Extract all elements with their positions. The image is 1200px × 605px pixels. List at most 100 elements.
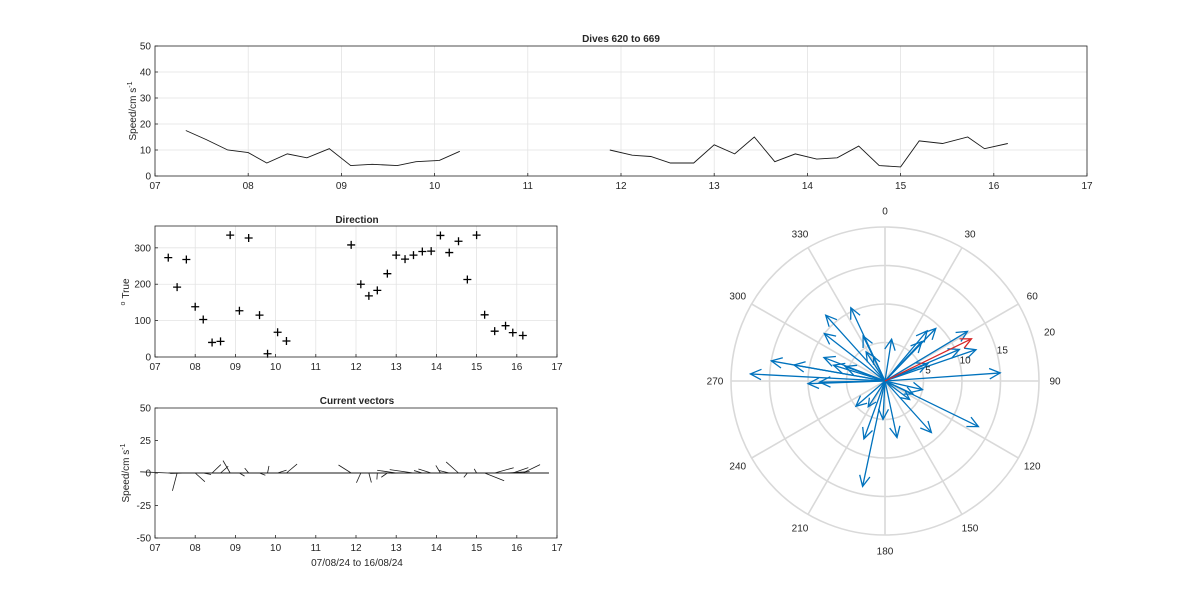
direction-point-marker [164, 253, 173, 262]
current-vector-stick [381, 472, 388, 478]
speed-chart-ylabel-sup: -1 [127, 81, 134, 87]
current-vector-stick [484, 472, 505, 482]
direction-point-marker [244, 234, 253, 243]
compass-range-label: 10 [960, 356, 972, 367]
direction-chart-markers [164, 231, 527, 358]
x-tick-label: 09 [336, 181, 348, 192]
x-tick-label: 08 [190, 543, 202, 554]
current-vector-stick [267, 465, 270, 474]
compass-vector-shaft [882, 380, 886, 420]
current-vector-stick [194, 472, 206, 482]
compass-vector-head [862, 426, 873, 441]
y-tick-label: -50 [137, 534, 152, 545]
x-tick-label: 16 [511, 362, 523, 373]
direction-point-marker [373, 286, 382, 295]
x-tick-label: 13 [709, 181, 721, 192]
current-vector-stick [239, 472, 245, 477]
y-tick-label: -25 [137, 501, 152, 512]
direction-point-marker [263, 349, 272, 358]
x-tick-label: 10 [270, 543, 282, 554]
y-tick-label: 20 [140, 120, 152, 131]
y-tick-label: 30 [140, 94, 152, 105]
direction-point-marker [182, 255, 191, 264]
compass-angle-label: 0 [882, 207, 888, 218]
compass-vector-head [924, 327, 937, 341]
direction-point-marker [463, 275, 472, 284]
x-tick-label: 15 [471, 362, 483, 373]
compass-vector-shaft [861, 380, 886, 487]
direction-chart-ylabel: o True [120, 278, 132, 306]
direction-point-marker [490, 327, 499, 336]
compass-vector-head [966, 416, 980, 428]
compass-angle-label: 60 [1027, 292, 1039, 303]
current-vector-stick [286, 463, 298, 474]
x-tick-label: 12 [350, 362, 362, 373]
current-vector-stick [277, 469, 287, 474]
compass-vector-head [850, 306, 861, 320]
current-vector-stick [438, 469, 450, 474]
compass-angle-label: 270 [707, 377, 724, 388]
compass-vector-head [862, 334, 873, 348]
direction-chart-title: Direction [335, 215, 378, 226]
compass-mean-vector-head [959, 338, 973, 349]
direction-point-marker [427, 247, 436, 256]
speed-chart-series [185, 130, 1008, 168]
direction-scatter-chart: Direction 07 08 09 10 11 12 13 14 15 16 17 0 100 200 3… [120, 215, 563, 373]
direction-point-marker [356, 280, 365, 289]
direction-point-marker [501, 321, 510, 330]
current-vector-stick [445, 461, 459, 474]
direction-point-marker [226, 231, 235, 240]
compass-angle-label: 30 [964, 229, 976, 240]
compass-vector-head [822, 355, 836, 367]
compass-vector-head [823, 332, 837, 345]
x-tick-label: 11 [311, 543, 322, 554]
current-vector-stick [522, 464, 541, 474]
compass-vector-head [955, 330, 969, 342]
compass-vector-head [988, 367, 1002, 380]
current-vector-stick [413, 470, 423, 474]
current-vectors-chart: Current vectors 07 08 09 10 11 12 13 14 15 16 17 -5… [120, 396, 563, 569]
x-tick-label: 11 [523, 181, 534, 192]
compass-vector-head [806, 377, 820, 390]
direction-point-marker [518, 331, 527, 340]
y-tick-label: 0 [145, 172, 151, 183]
direction-point-marker [383, 269, 392, 278]
vectors-chart-ylabel-sup: -1 [120, 443, 127, 449]
y-tick-label: 10 [140, 146, 152, 157]
speed-timeseries-chart: Dives 620 to 669 07 08 09 10 11 12 13 14 15 16 170… [127, 34, 1093, 192]
vectors-chart-ylabel-text: Speed/cm s [121, 450, 132, 503]
y-tick-label: 0 [145, 469, 151, 480]
x-tick-label: 15 [471, 543, 483, 554]
compass-vector-shaft [884, 380, 979, 428]
x-tick-label: 17 [1081, 181, 1093, 192]
x-tick-label: 08 [190, 362, 202, 373]
compass-vector-shaft [750, 373, 886, 382]
compass-vector-shaft [884, 372, 1001, 382]
speed-chart-ylabel-text: Speed/cm s [128, 88, 139, 141]
compass-angle-label: 240 [729, 462, 746, 473]
speed-series-line [609, 136, 1008, 168]
compass-range-label: 15 [997, 346, 1009, 357]
speed-chart-ticks: 07 08 09 10 11 12 13 14 15 16 17 0 10 20 30 40 50 [140, 42, 1093, 193]
x-tick-label: 12 [350, 543, 362, 554]
current-vector-stick [418, 468, 432, 474]
compass-vector-head [911, 381, 924, 393]
current-vector-stick [512, 467, 529, 474]
compass-vector-shaft [884, 380, 910, 401]
direction-point-marker [235, 306, 244, 315]
vectors-chart-sticks [140, 460, 549, 491]
direction-chart-ylabel-degree: o [120, 302, 127, 306]
direction-point-marker [347, 240, 356, 249]
y-tick-label: 100 [134, 316, 151, 327]
y-tick-label: 50 [140, 404, 152, 415]
x-tick-label: 14 [431, 362, 443, 373]
current-vector-stick [338, 464, 352, 474]
compass-range-label: 5 [925, 365, 931, 376]
x-tick-label: 16 [511, 543, 523, 554]
compass-vector-head [748, 368, 762, 381]
current-vector-stick [473, 468, 477, 474]
direction-point-marker [199, 315, 208, 324]
direction-chart-ticks: 07 08 09 10 11 12 13 14 15 16 17 0 100 200 300 [134, 243, 563, 373]
compass-angle-label: 90 [1049, 377, 1061, 388]
